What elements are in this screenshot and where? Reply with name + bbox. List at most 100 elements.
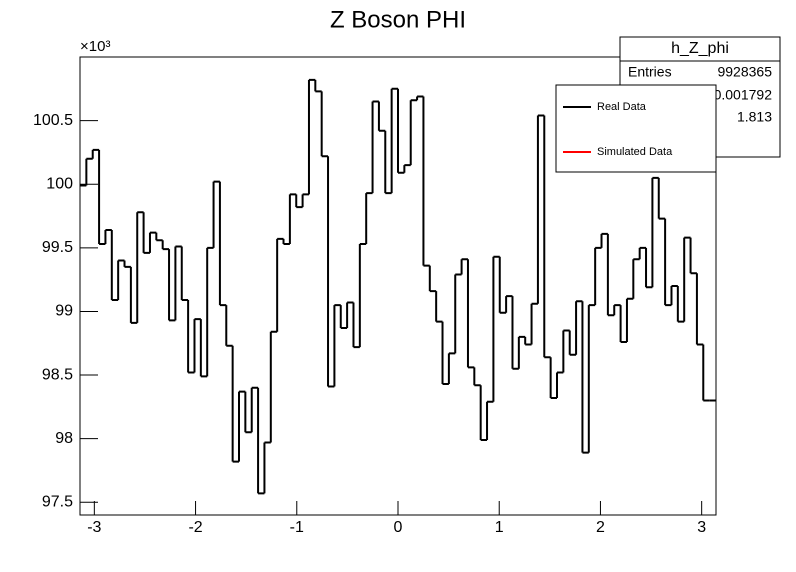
legend-label: Simulated Data bbox=[597, 146, 673, 158]
x-tick-label: 0 bbox=[394, 519, 403, 536]
histogram-bin bbox=[594, 246, 602, 306]
histogram-bin bbox=[441, 321, 449, 385]
histogram-bin bbox=[148, 231, 157, 253]
histogram-bin bbox=[301, 193, 309, 208]
histogram-bin bbox=[676, 286, 685, 323]
x-tick-label: 1 bbox=[495, 519, 504, 536]
histogram-bin bbox=[155, 232, 163, 242]
histogram-bin bbox=[307, 78, 316, 195]
histogram-bin bbox=[651, 176, 659, 288]
histogram-bin bbox=[447, 352, 456, 384]
histogram-bin bbox=[352, 302, 360, 349]
histogram-bin bbox=[320, 91, 329, 158]
histogram-bin bbox=[314, 79, 322, 93]
histogram-bin bbox=[645, 247, 653, 289]
stats-value: 1.813 bbox=[737, 109, 772, 125]
histogram-bin bbox=[517, 335, 526, 369]
histogram-bin bbox=[377, 101, 386, 132]
histogram-bin bbox=[161, 240, 170, 251]
histogram-bin bbox=[460, 258, 468, 275]
x-tick-label: -3 bbox=[87, 519, 101, 536]
stats-label: Entries bbox=[628, 64, 672, 80]
histogram-bin bbox=[435, 291, 443, 323]
x-tick-label: -1 bbox=[290, 519, 304, 536]
histogram-bin bbox=[85, 157, 93, 186]
histogram-bin bbox=[199, 319, 208, 378]
histogram-bin bbox=[288, 193, 297, 245]
histogram-bin bbox=[416, 95, 424, 101]
histogram-bin bbox=[428, 265, 437, 293]
histogram-bin bbox=[683, 236, 691, 322]
histogram-bin bbox=[562, 329, 570, 373]
histogram-bin bbox=[556, 371, 564, 398]
histogram-bin bbox=[276, 237, 284, 332]
histogram-bin bbox=[587, 304, 596, 453]
histogram-bin bbox=[613, 304, 621, 316]
histogram-bin bbox=[524, 336, 532, 346]
histogram-bin bbox=[257, 387, 265, 495]
histogram-bin bbox=[346, 301, 354, 328]
histogram-bin bbox=[212, 180, 220, 248]
y-tick-label: 100.5 bbox=[33, 112, 73, 129]
histogram-bin bbox=[403, 164, 411, 173]
histogram-bin bbox=[486, 400, 494, 440]
histogram-bin bbox=[206, 246, 214, 377]
y-multiplier: ×10³ bbox=[80, 38, 110, 55]
histogram-bin bbox=[269, 330, 278, 443]
histogram-bin bbox=[371, 100, 379, 194]
y-tick-label: 99.5 bbox=[42, 239, 73, 256]
histogram-bin bbox=[549, 357, 557, 399]
histogram-bin bbox=[110, 230, 119, 301]
histogram-bin bbox=[568, 330, 577, 356]
histogram-bin bbox=[695, 273, 704, 346]
histogram-bin bbox=[422, 96, 430, 267]
histogram-bin bbox=[104, 229, 112, 245]
y-tick-label: 100 bbox=[46, 175, 73, 192]
histogram-bin bbox=[282, 238, 290, 246]
histogram-bin bbox=[498, 256, 507, 314]
histogram-bin bbox=[123, 260, 131, 268]
histogram-bin bbox=[600, 232, 608, 248]
histogram-bin bbox=[606, 233, 615, 317]
histogram-bin bbox=[193, 318, 201, 373]
histogram-bin bbox=[536, 114, 545, 304]
histogram-bin bbox=[466, 259, 475, 369]
histogram-bin bbox=[479, 385, 488, 441]
x-tick-label: -2 bbox=[188, 519, 202, 536]
histogram-bin bbox=[91, 148, 100, 159]
x-tick-label: 2 bbox=[596, 519, 605, 536]
histogram-bin bbox=[187, 299, 195, 374]
y-tick-label: 99 bbox=[55, 303, 73, 320]
histogram-bin bbox=[244, 391, 252, 434]
legend-frame bbox=[555, 84, 717, 173]
legend-label: Real Data bbox=[597, 101, 647, 113]
histogram-bin bbox=[136, 211, 144, 323]
histogram-bin bbox=[409, 99, 418, 166]
histogram-bin bbox=[638, 246, 647, 260]
histogram-bin bbox=[218, 181, 227, 307]
y-tick-label: 97.5 bbox=[42, 493, 73, 510]
histogram-bin bbox=[530, 302, 538, 345]
plot-area: -3 -2 -1 0 1 2 3 97.5 98 98.5 99 99.5 100 100.5 bbox=[33, 78, 716, 536]
histogram-bin bbox=[180, 246, 189, 301]
histogram-bin bbox=[117, 259, 125, 300]
histogram-bin bbox=[225, 305, 233, 347]
y-tick-label: 98.5 bbox=[42, 366, 73, 383]
histogram-bin bbox=[632, 258, 640, 299]
histogram-bin bbox=[619, 305, 627, 343]
stats-value: 9928365 bbox=[717, 64, 772, 80]
histogram-bin bbox=[390, 87, 398, 194]
chart-title: Z Boson PHI bbox=[330, 6, 466, 33]
histogram-bin bbox=[263, 441, 271, 494]
histogram-bin bbox=[664, 218, 672, 307]
histogram-bin bbox=[454, 273, 462, 354]
legend: Real Data Simulated Data bbox=[555, 84, 717, 173]
stats-value: 0.001792 bbox=[714, 87, 773, 103]
histogram-bin bbox=[473, 367, 481, 387]
y-tick-label: 98 bbox=[55, 430, 73, 447]
histogram-bin bbox=[492, 255, 500, 402]
histogram-bin bbox=[168, 249, 176, 322]
histogram-bin bbox=[505, 295, 513, 313]
histogram-bin bbox=[581, 301, 589, 454]
histogram-bin bbox=[625, 297, 634, 342]
